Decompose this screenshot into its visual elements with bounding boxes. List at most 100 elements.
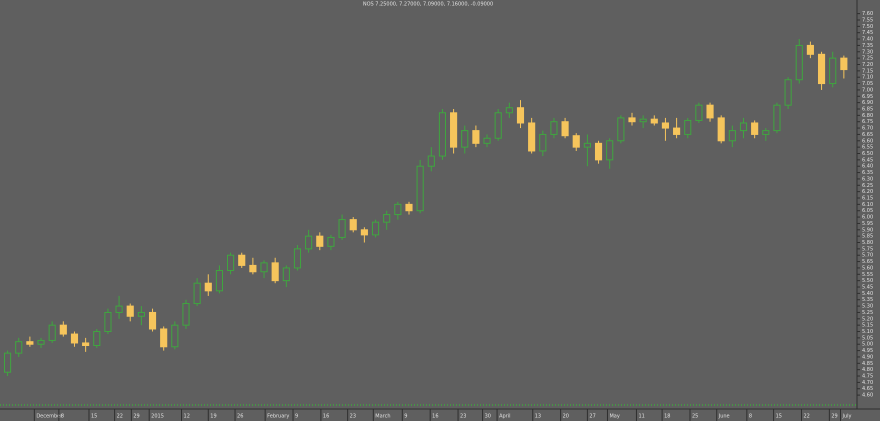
candle-body <box>137 311 145 317</box>
x-tick-label: 9 <box>295 414 298 420</box>
candle-body <box>4 352 12 373</box>
x-tick-label: 8 <box>61 414 64 420</box>
candle-body <box>751 122 759 135</box>
candle-body <box>806 44 814 55</box>
candle-body <box>82 342 90 347</box>
candle-body <box>405 203 413 212</box>
candle-body <box>360 229 368 236</box>
candle-body <box>349 219 357 231</box>
y-tick-label: 6.55 <box>862 145 873 151</box>
y-tick-label: 4.75 <box>862 374 873 380</box>
y-tick-label: 6.95 <box>862 94 873 100</box>
y-tick-label: 6.40 <box>862 164 873 170</box>
x-tick-label: March <box>375 414 390 420</box>
y-tick-label: 5.60 <box>862 265 873 271</box>
y-tick-label: 6.70 <box>862 126 873 132</box>
candle-body <box>561 121 569 137</box>
y-tick-label: 5.25 <box>862 310 873 316</box>
candle-body <box>282 267 290 282</box>
y-tick-label: 5.05 <box>862 335 873 341</box>
y-tick-label: 5.85 <box>862 234 873 240</box>
y-tick-label: 7.45 <box>862 30 873 36</box>
y-tick-label: 6.30 <box>862 176 873 182</box>
candle-body <box>338 219 346 238</box>
y-tick-label: 6.25 <box>862 183 873 189</box>
candle-body <box>182 303 190 326</box>
candle-body <box>617 117 625 142</box>
candle-body <box>572 135 580 148</box>
y-tick-label: 4.90 <box>862 354 873 360</box>
candle-body <box>628 117 636 123</box>
x-tick-label: May <box>609 414 619 420</box>
y-tick-label: 5.65 <box>862 259 873 265</box>
candle-body <box>817 53 826 85</box>
candle-body <box>227 254 235 271</box>
candle-body <box>15 341 23 354</box>
x-tick-label: 27 <box>589 414 595 420</box>
candle-body <box>48 324 56 341</box>
x-tick-label: February <box>267 414 289 420</box>
candle-body <box>238 254 246 266</box>
x-tick-label: 22 <box>117 414 123 420</box>
candle-body <box>528 122 536 152</box>
y-tick-label: 7.00 <box>862 87 873 93</box>
y-tick-label: 7.05 <box>862 81 873 87</box>
x-tick-label: 19 <box>210 414 216 420</box>
x-tick-label: July <box>842 414 852 420</box>
y-tick-label: 6.65 <box>862 132 873 138</box>
candle-body <box>739 122 748 132</box>
candle-body <box>840 57 848 71</box>
y-tick-label: 5.75 <box>862 246 873 252</box>
candle-body <box>215 269 223 292</box>
x-tick-label: 16 <box>432 414 438 420</box>
y-tick-label: 7.15 <box>862 68 873 74</box>
candle-body <box>639 118 647 123</box>
y-tick-label: 6.45 <box>862 157 873 163</box>
candle-body <box>505 107 513 114</box>
y-tick-label: 4.80 <box>862 367 873 373</box>
candle-body <box>650 118 658 124</box>
x-tick-label: 8 <box>749 414 752 420</box>
candle-body <box>550 121 558 135</box>
y-tick-label: 5.50 <box>862 278 873 284</box>
candle-body <box>684 119 692 135</box>
x-tick-label: 22 <box>803 414 809 420</box>
x-tick-label: 13 <box>535 414 541 420</box>
y-tick-label: 4.60 <box>862 393 873 399</box>
candle-body <box>673 127 681 135</box>
y-tick-label: 5.30 <box>862 304 873 310</box>
x-tick-label: 29 <box>133 414 139 420</box>
x-tick-label: 12 <box>184 414 190 420</box>
y-tick-label: 5.45 <box>862 285 873 291</box>
candle-body <box>271 262 279 282</box>
candle-body <box>193 282 201 305</box>
candle-body <box>316 235 324 247</box>
candle-body <box>438 112 447 157</box>
y-tick-label: 7.60 <box>862 11 873 17</box>
candle-body <box>539 133 547 152</box>
x-tick-label: 23 <box>460 414 466 420</box>
y-tick-label: 4.85 <box>862 361 873 367</box>
candle-body <box>160 328 168 348</box>
candle-body <box>260 262 268 273</box>
x-tick-label: 18 <box>664 414 670 420</box>
x-tick-label: 15 <box>776 414 782 420</box>
y-tick-label: 5.55 <box>862 272 873 278</box>
candle-body <box>305 235 313 250</box>
y-tick-label: 5.00 <box>862 342 873 348</box>
x-tick-label: 11 <box>638 414 644 420</box>
candle-body <box>795 44 803 81</box>
y-tick-label: 6.75 <box>862 119 873 125</box>
x-tick-label: June <box>718 414 730 420</box>
x-tick-label: 26 <box>237 414 243 420</box>
y-tick-label: 6.20 <box>862 189 873 195</box>
candle-body <box>204 282 212 292</box>
y-tick-label: 6.05 <box>862 208 873 214</box>
candle-body <box>606 140 614 161</box>
x-tick-label: 30 <box>485 414 491 420</box>
y-tick-label: 7.55 <box>862 17 873 23</box>
candle-body <box>93 331 101 347</box>
y-tick-label: 6.00 <box>862 215 873 221</box>
x-tick-label: 2015 <box>151 414 164 420</box>
y-tick-label: 5.35 <box>862 297 873 303</box>
